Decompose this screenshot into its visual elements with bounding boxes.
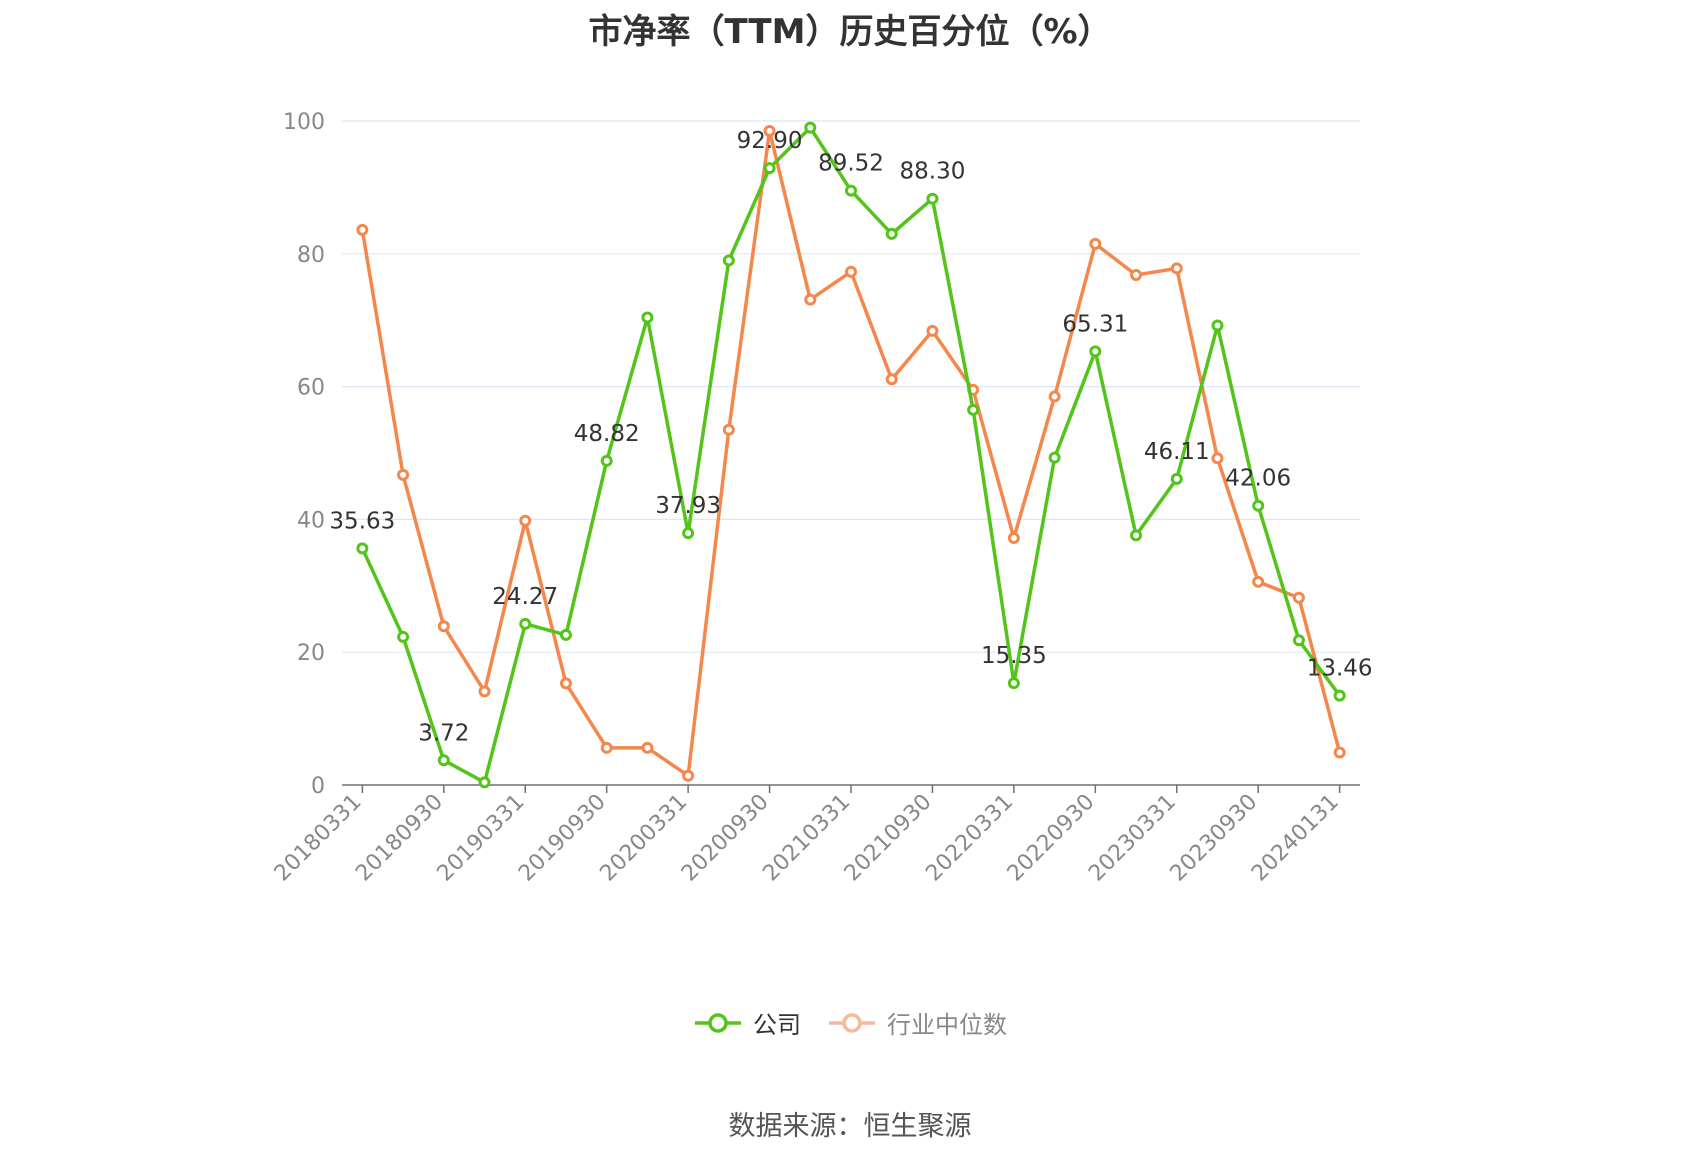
data-point (967, 403, 980, 416)
data-point (397, 468, 410, 481)
data-point (763, 162, 776, 175)
data-label: 92.90 (737, 128, 803, 154)
data-point (1089, 345, 1102, 358)
data-point (600, 741, 613, 754)
data-point (519, 514, 532, 527)
data-point (356, 542, 369, 555)
x-tick-label: 20220331 (921, 790, 1018, 887)
x-tick-label: 20190331 (433, 790, 530, 887)
x-tick-label: 20190930 (514, 790, 611, 887)
data-point (1292, 591, 1305, 604)
data-point (397, 630, 410, 643)
x-tick-label: 20200930 (677, 790, 774, 887)
data-label: 46.11 (1144, 439, 1210, 465)
y-tick-label: 60 (297, 376, 325, 401)
data-point (1252, 499, 1265, 512)
data-label: 13.46 (1307, 656, 1373, 682)
y-tick-label: 0 (311, 774, 325, 799)
data-point (885, 227, 898, 240)
data-source: 数据来源：恒生聚源 (728, 1111, 972, 1142)
data-point (1007, 677, 1020, 690)
series-company (356, 121, 1346, 789)
data-label: 37.93 (655, 493, 721, 519)
series-industry (356, 124, 1346, 782)
data-point (1333, 689, 1346, 702)
data-point (1130, 529, 1143, 542)
data-point (1048, 451, 1061, 464)
data-point (437, 754, 450, 767)
data-point (682, 527, 695, 540)
data-point (1007, 531, 1020, 544)
data-point (1089, 237, 1102, 250)
data-point (804, 121, 817, 134)
legend-company-line-icon (695, 1012, 741, 1033)
data-point (478, 776, 491, 789)
data-point (885, 373, 898, 386)
data-point (1211, 319, 1224, 332)
x-tick-label: 20230930 (1166, 790, 1263, 887)
data-point (1211, 452, 1224, 465)
data-label: 35.63 (329, 508, 395, 534)
data-point (1252, 575, 1265, 588)
data-labels: 35.63 3.72 24.27 48.82 37.93 92.90 89.52 88.30 1… (329, 128, 1372, 746)
series-layer (356, 121, 1346, 789)
data-point (641, 311, 654, 324)
x-tick-label: 20220930 (1003, 790, 1100, 887)
data-point (1333, 746, 1346, 759)
x-tick-label: 20180331 (270, 790, 367, 887)
data-label: 3.72 (418, 720, 469, 746)
data-point (682, 769, 695, 782)
data-point (1048, 390, 1061, 403)
data-label: 65.31 (1062, 311, 1128, 337)
data-point (926, 192, 939, 205)
data-label: 89.52 (818, 151, 884, 177)
data-point (763, 124, 776, 137)
data-point (437, 620, 450, 633)
legend-industry-line-icon (829, 1012, 875, 1033)
data-label: 48.82 (574, 421, 640, 447)
data-point (478, 685, 491, 698)
data-point (804, 293, 817, 306)
data-label: 42.06 (1225, 466, 1291, 492)
data-point (1170, 262, 1183, 275)
legend-industry-label: 行业中位数 (887, 1011, 1007, 1039)
data-point (845, 265, 857, 278)
data-point (641, 741, 654, 754)
data-label: 15.35 (981, 643, 1047, 669)
data-point (600, 454, 613, 467)
data-label: 24.27 (492, 584, 558, 610)
data-point (356, 223, 369, 236)
y-tick-label: 100 (283, 110, 325, 135)
data-point (845, 184, 857, 197)
data-point (722, 254, 735, 267)
data-point (1130, 269, 1143, 282)
legend-company-label: 公司 (753, 1011, 801, 1039)
y-tick-label: 20 (297, 641, 325, 666)
data-point (926, 324, 939, 337)
data-point (559, 628, 572, 641)
legend-item-industry[interactable]: 行业中位数 (827, 1005, 1007, 1040)
chart-title: 市净率（TTM）历史百分位（%） (588, 12, 1112, 52)
data-point (559, 677, 572, 690)
data-point (722, 423, 735, 436)
x-axis: 2018033120180930201903312019093020200331… (270, 784, 1360, 887)
x-tick-label: 20200331 (596, 790, 693, 887)
grid-lines (342, 120, 1360, 653)
y-tick-label: 80 (297, 243, 325, 268)
x-tick-label: 20180930 (351, 790, 448, 887)
y-tick-label: 40 (297, 508, 325, 533)
x-tick-label: 20210331 (758, 790, 855, 887)
data-point (519, 617, 532, 630)
x-tick-label: 20230331 (1084, 790, 1181, 887)
legend: 公司 行业中位数 (0, 1005, 1700, 1040)
y-axis-ticks: 0 20 40 60 80 100 (283, 110, 325, 799)
legend-item-company[interactable]: 公司 (693, 1005, 801, 1040)
x-tick-label: 20210930 (840, 790, 937, 887)
x-tick-label: 20240131 (1247, 790, 1344, 887)
data-label: 88.30 (900, 159, 966, 185)
data-point (1292, 634, 1305, 647)
data-point (1170, 472, 1183, 485)
